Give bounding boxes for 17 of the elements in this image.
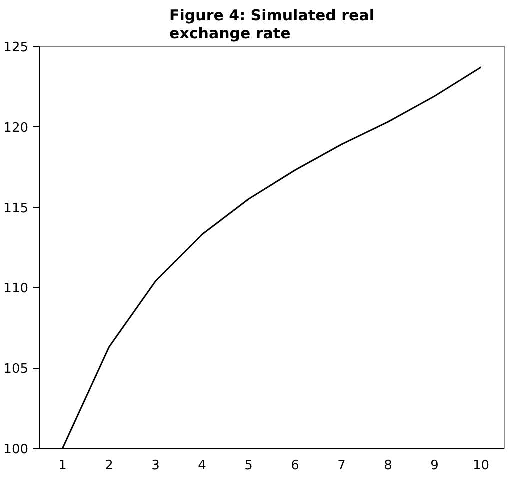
chart-title: Figure 4: Simulated real exchange rate (170, 6, 374, 42)
y-tick-label: 110 (4, 282, 29, 297)
y-tick-label: 100 (4, 442, 29, 458)
x-tick-label: 1 (58, 458, 67, 474)
y-tick-label: 120 (4, 120, 29, 136)
x-tick-label: 4 (198, 458, 206, 474)
x-tick-label: 10 (472, 458, 490, 474)
y-tick-label: 115 (4, 201, 29, 216)
x-tick-label: 7 (338, 458, 346, 474)
x-tick-label: 8 (384, 458, 392, 474)
x-tick-label: 3 (152, 458, 160, 474)
x-tick-label: 5 (244, 458, 253, 474)
y-tick-label: 125 (4, 40, 29, 56)
y-tick-label: 105 (4, 362, 29, 378)
x-tick-label: 9 (430, 458, 439, 474)
x-tick-label: 2 (105, 458, 114, 474)
x-tick-label: 6 (291, 458, 300, 474)
